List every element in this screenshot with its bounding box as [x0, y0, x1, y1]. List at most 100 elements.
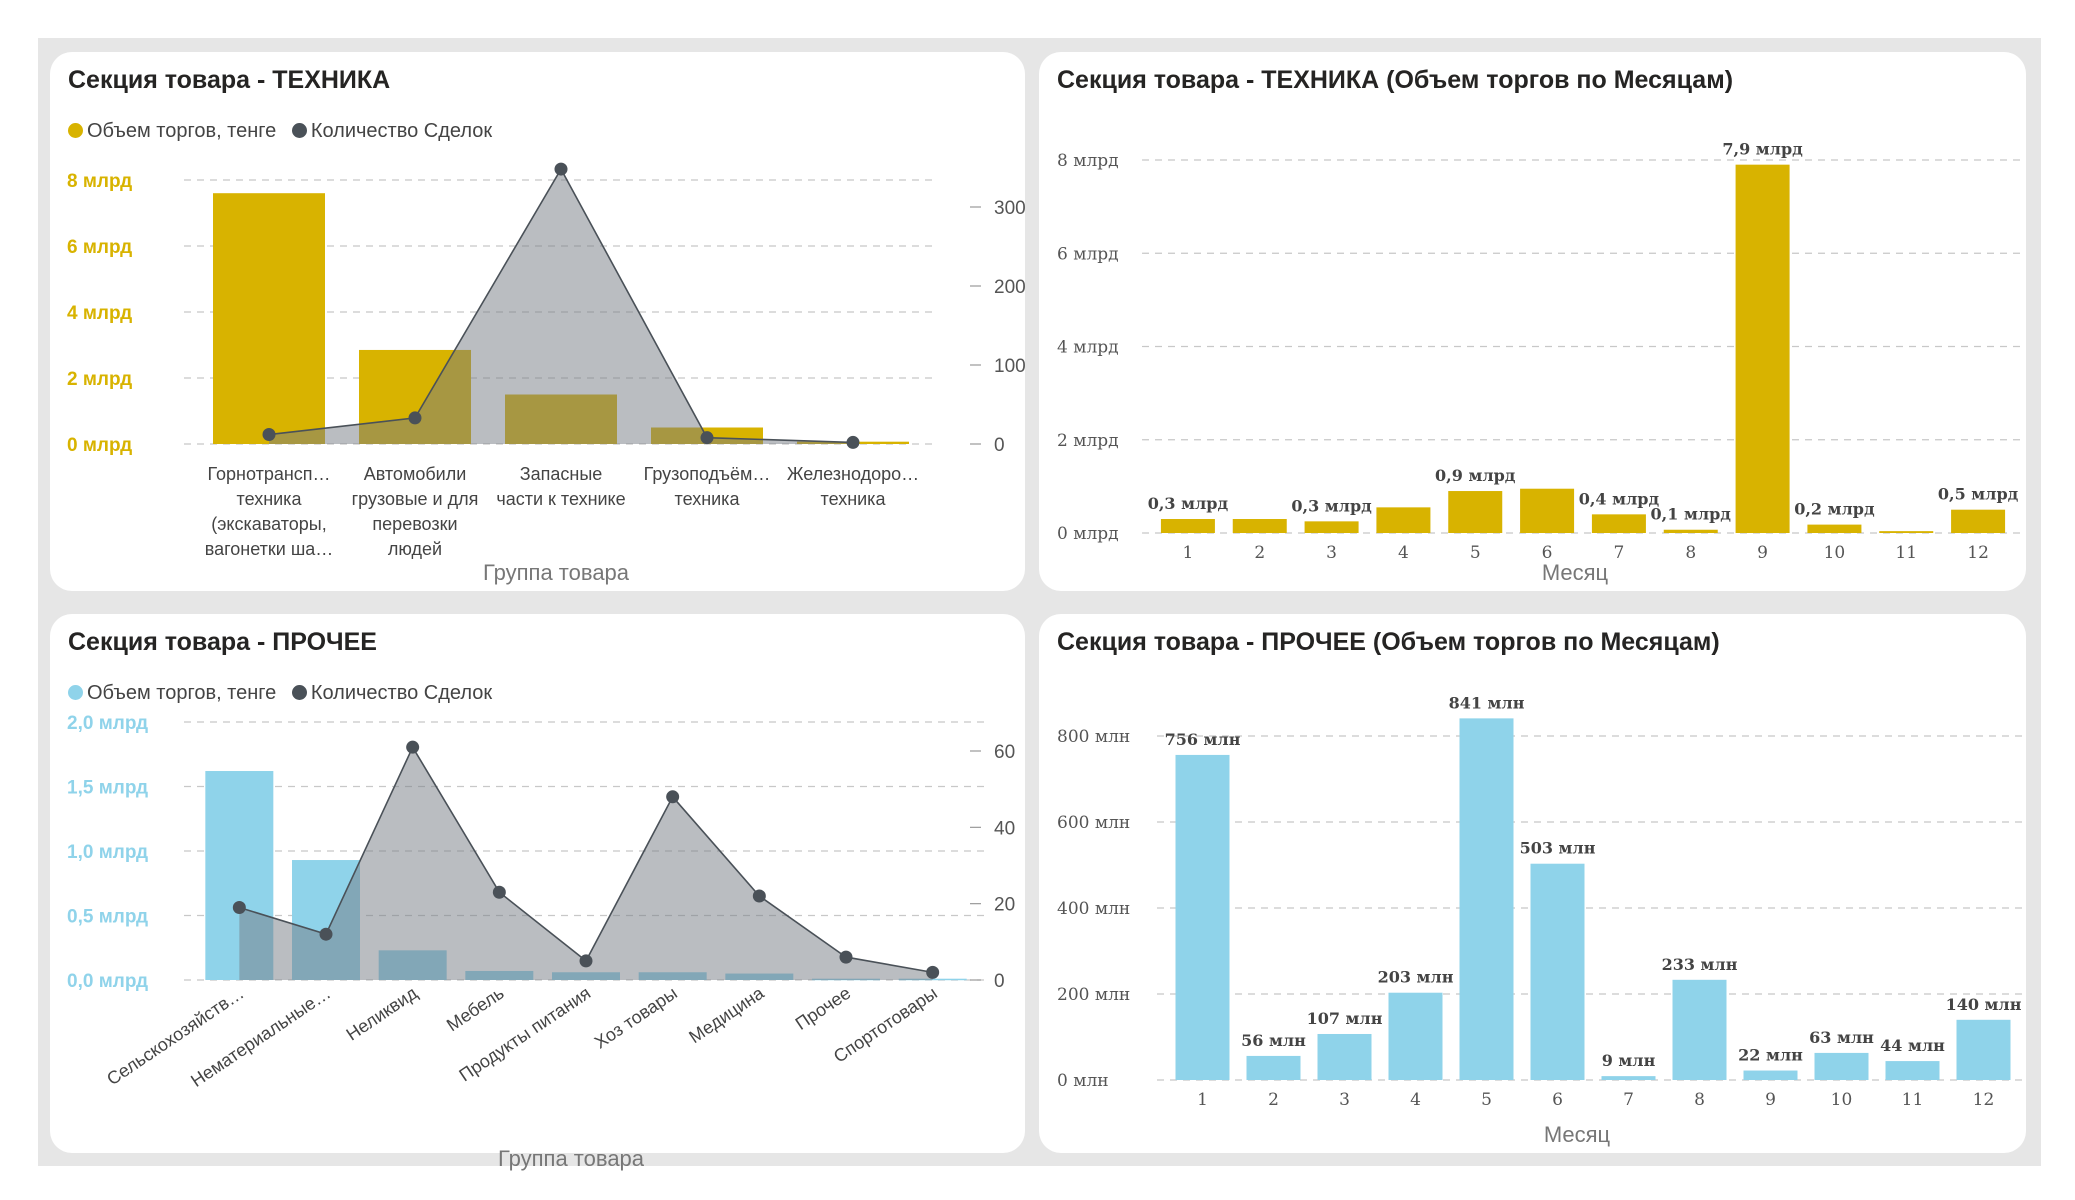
legend-item-deals[interactable]: Количество Сделок	[291, 120, 492, 142]
data-label: 44 млн	[1880, 1036, 1945, 1055]
data-label: 0,1 млрд	[1651, 505, 1732, 524]
data-label: 0,3 млрд	[1148, 494, 1229, 513]
x-tick-label: 2	[1254, 543, 1265, 563]
x-tick-label: 12	[1973, 1090, 1995, 1110]
data-label: 107 млн	[1307, 1009, 1383, 1028]
x-tick-label: 9	[1765, 1090, 1776, 1110]
x-tick-label: 4	[1410, 1090, 1421, 1110]
y-tick-label: 8 млрд	[1057, 151, 1119, 171]
bar	[1246, 1055, 1301, 1080]
bar	[1814, 1052, 1869, 1080]
x-tick-label: 3	[1339, 1090, 1350, 1110]
y-tick-label: 6 млрд	[1057, 244, 1119, 264]
category-label: Автомобили грузовые и для перевозки людей	[352, 464, 479, 559]
dashboard-canvas: Секция товара - ТЕХНИКА Объем торгов, те…	[38, 38, 2041, 1171]
legend-item-volume[interactable]: Объем торгов, тенге	[68, 682, 276, 704]
data-label: 0,5 млрд	[1938, 485, 2019, 504]
y-tick-label: 0,5 млрд	[67, 907, 148, 928]
bar	[1807, 524, 1862, 533]
legend-item-volume[interactable]: Объем торгов, тенге	[68, 120, 276, 142]
bar	[1951, 509, 2006, 533]
data-label: 63 млн	[1809, 1028, 1874, 1047]
data-label: 0,4 млрд	[1579, 489, 1660, 508]
bar	[1735, 164, 1790, 533]
bar	[1304, 521, 1359, 533]
category-label: Мебель	[443, 983, 508, 1036]
x-tick-label: 8	[1694, 1090, 1705, 1110]
y2-tick-label: 300	[994, 198, 1026, 219]
x-tick-label: 1	[1197, 1090, 1208, 1110]
y-tick-label: 4 млрд	[1057, 338, 1119, 358]
y-tick-label: 800 млн	[1057, 727, 1130, 747]
category-label: Железнодоро… техника	[787, 464, 919, 509]
x-axis-title: Месяц	[1542, 560, 1609, 585]
data-label: 0,9 млрд	[1435, 466, 1516, 485]
y-tick-label: 2,0 млрд	[67, 713, 148, 734]
y-tick-label: 200 млн	[1057, 985, 1130, 1005]
deals-point	[408, 411, 422, 425]
y2-tick-label: 20	[994, 895, 1015, 916]
bar	[1663, 529, 1718, 533]
bar	[1601, 1076, 1656, 1080]
data-label: 7,9 млрд	[1722, 140, 1803, 159]
panel-other-by-group[interactable]: Секция товара - ПРОЧЕЕ Объем торгов, тен…	[50, 614, 1025, 1171]
deals-point	[666, 790, 680, 804]
chart-legend: Объем торгов, тенге Количество Сделок	[68, 682, 502, 705]
y-tick-label: 6 млрд	[67, 237, 132, 258]
x-tick-label: 12	[1967, 543, 1989, 563]
deals-point	[700, 431, 714, 445]
bar	[1175, 754, 1230, 1080]
data-label: 140 млн	[1946, 995, 2022, 1014]
deals-point	[579, 954, 593, 968]
x-tick-label: 11	[1902, 1090, 1924, 1110]
y2-tick-label: 100	[994, 356, 1026, 377]
bar	[1956, 1019, 2011, 1080]
chart-legend: Объем торгов, тенге Количество Сделок	[68, 120, 502, 143]
category-label: Неликвид	[343, 982, 422, 1044]
x-axis-title: Группа товара	[483, 560, 630, 585]
y2-tick-label: 0	[994, 435, 1005, 456]
y-tick-label: 0 млрд	[1057, 524, 1119, 544]
category-label: Хоз товары	[591, 983, 681, 1053]
x-tick-label: 11	[1895, 543, 1917, 563]
bar	[1232, 519, 1287, 533]
category-label: Грузоподъём… техника	[644, 464, 771, 509]
y2-tick-label: 0	[994, 971, 1005, 992]
chart-tech-by-month[interactable]: 0 млрд 2 млрд 4 млрд 6 млрд 8 млрд 0,3 млрд 1 2…	[1039, 52, 2026, 591]
category-label: Горнотрансп… техника (экскаваторы, вагонетк…	[205, 464, 334, 559]
data-label: 56 млн	[1241, 1031, 1306, 1050]
panel-title: Секция товара - ПРОЧЕЕ (Объем торгов по …	[1057, 628, 1720, 656]
category-label: Нематериальные…	[187, 983, 334, 1091]
deals-point	[232, 900, 246, 914]
panel-tech-by-month[interactable]: Секция товара - ТЕХНИКА (Объем торгов по…	[1039, 52, 2026, 591]
chart-other-by-group[interactable]: 0,0 млрд 0,5 млрд 1,0 млрд 1,5 млрд 2,0 млрд…	[50, 614, 1025, 1171]
y2-tick-label: 60	[994, 742, 1015, 763]
y-tick-label: 0 млрд	[67, 435, 132, 456]
bar	[1388, 992, 1443, 1080]
deals-area	[269, 169, 853, 444]
x-tick-label: 6	[1542, 543, 1553, 563]
chart-tech-by-group[interactable]: 0 млрд 2 млрд 4 млрд 6 млрд 8 млрд 0 100 200 300…	[50, 52, 1026, 591]
x-tick-label: 5	[1481, 1090, 1492, 1110]
y2-tick-label: 40	[994, 818, 1015, 839]
panel-other-by-month[interactable]: Секция товара - ПРОЧЕЕ (Объем торгов по …	[1039, 614, 2026, 1153]
data-label: 233 млн	[1662, 955, 1738, 974]
deals-point	[492, 885, 506, 899]
data-label: 9 млн	[1602, 1051, 1656, 1070]
x-tick-label: 10	[1824, 543, 1846, 563]
bar	[1317, 1033, 1372, 1080]
y-tick-label: 2 млрд	[1057, 431, 1119, 451]
x-tick-label: 2	[1268, 1090, 1279, 1110]
category-label: Запасные части к технике	[496, 464, 625, 509]
data-label: 0,2 млрд	[1794, 500, 1875, 519]
y-tick-label: 400 млн	[1057, 899, 1130, 919]
bar	[213, 193, 325, 444]
y-tick-label: 8 млрд	[67, 171, 132, 192]
x-tick-label: 8	[1685, 543, 1696, 563]
category-label: Медицина	[685, 982, 768, 1047]
legend-item-deals[interactable]: Количество Сделок	[291, 682, 492, 704]
bar	[1376, 507, 1431, 533]
category-label: Прочее	[792, 983, 855, 1034]
panel-tech-by-group[interactable]: Секция товара - ТЕХНИКА Объем торгов, те…	[50, 52, 1026, 591]
